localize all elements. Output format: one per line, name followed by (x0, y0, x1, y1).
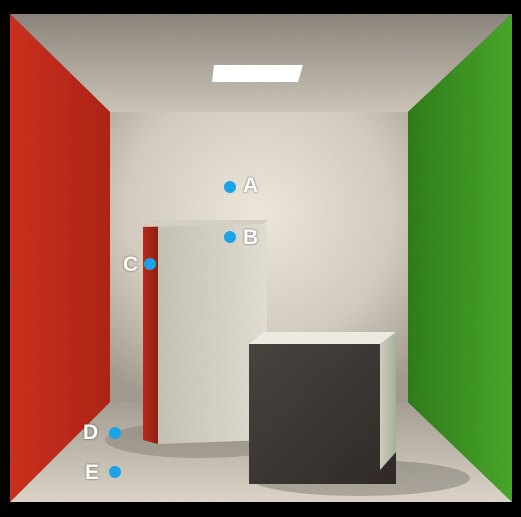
short-box-front (249, 344, 396, 484)
marker-a-label: A (243, 174, 259, 197)
ceiling-light (212, 65, 303, 82)
marker-d-dot (109, 427, 121, 439)
short-box-side (380, 332, 396, 470)
marker-b-label: B (243, 226, 259, 249)
short-box-top (249, 332, 396, 344)
left-wall-red (10, 14, 110, 502)
marker-b-dot (224, 231, 236, 243)
tall-box-side (143, 220, 158, 444)
marker-e-dot (109, 466, 121, 478)
right-wall-green (408, 14, 512, 502)
room (10, 14, 512, 502)
ceiling (10, 14, 512, 112)
marker-e-label: E (85, 461, 100, 484)
marker-a-dot (224, 181, 236, 193)
marker-c-label: C (123, 253, 139, 276)
marker-c-dot (144, 258, 156, 270)
tall-box-top (143, 220, 267, 227)
marker-d-label: D (83, 421, 99, 444)
tall-box-front (158, 220, 267, 444)
